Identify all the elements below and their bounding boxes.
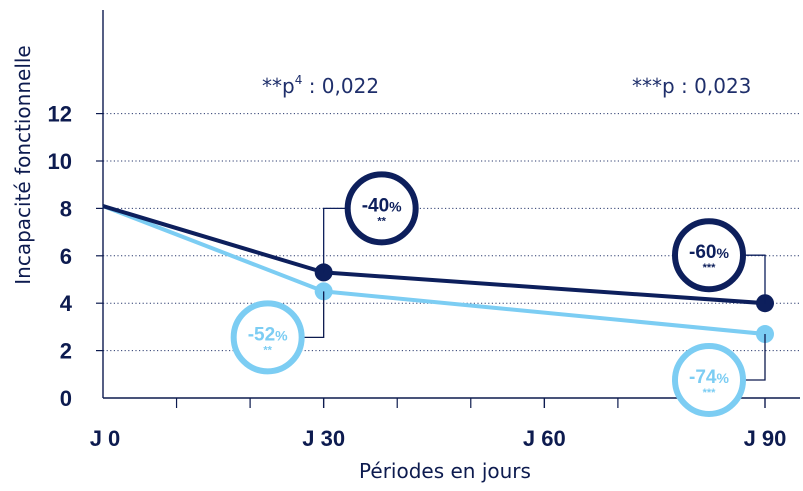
x-tick-label: J 30 xyxy=(302,426,345,451)
y-tick-label: 2 xyxy=(60,339,72,364)
gridlines xyxy=(103,113,800,352)
annotation-stars: ** xyxy=(377,215,386,227)
annotation-badge xyxy=(672,343,746,418)
annotation-percent: -52% xyxy=(248,324,288,345)
annotation-percent: -40% xyxy=(362,195,402,216)
annotation-stars: *** xyxy=(703,262,717,274)
annotation-percent: -74% xyxy=(689,367,729,388)
y-tick-label: 8 xyxy=(60,196,72,221)
y-tick-label: 6 xyxy=(60,244,72,269)
p-value-note: ***p : 0,023 xyxy=(632,74,751,98)
x-tick-label: J 60 xyxy=(523,426,566,451)
annotation-connector xyxy=(323,207,348,273)
p-value-notes: **p4 : 0,022 ***p : 0,023 xyxy=(262,73,751,98)
annotation-percent: -60% xyxy=(689,242,729,263)
series-lines xyxy=(102,204,774,344)
annotation-stars: ** xyxy=(263,344,272,356)
annotation-connector xyxy=(743,334,766,381)
x-tick-label: J 90 xyxy=(744,426,787,451)
y-tick-label: 12 xyxy=(48,102,72,127)
p-value-note: **p4 : 0,022 xyxy=(262,73,379,98)
annotation-stars: *** xyxy=(703,387,717,399)
y-axis-label: Incapacité fonctionnelle xyxy=(11,45,35,285)
x-tick-labels: J 0 J 30 J 60 J 90 xyxy=(90,426,787,451)
series-line xyxy=(102,204,766,306)
annotation-badge xyxy=(672,218,746,293)
y-tick-label: 0 xyxy=(60,386,72,411)
y-tick-label: 4 xyxy=(60,291,73,316)
x-axis-label: Périodes en jours xyxy=(359,459,531,483)
annotations: -40%**-60%***-52%**-74%*** xyxy=(230,171,766,418)
y-tick-labels: 0 2 4 6 8 10 12 xyxy=(48,102,73,411)
annotation-badge xyxy=(344,171,419,246)
x-tick-label: J 0 xyxy=(90,426,121,451)
annotation-connector xyxy=(743,254,766,304)
series-line xyxy=(102,204,766,337)
annotation-badge xyxy=(230,300,305,375)
annotation-connector xyxy=(301,291,325,339)
y-tick-label: 10 xyxy=(48,149,72,174)
